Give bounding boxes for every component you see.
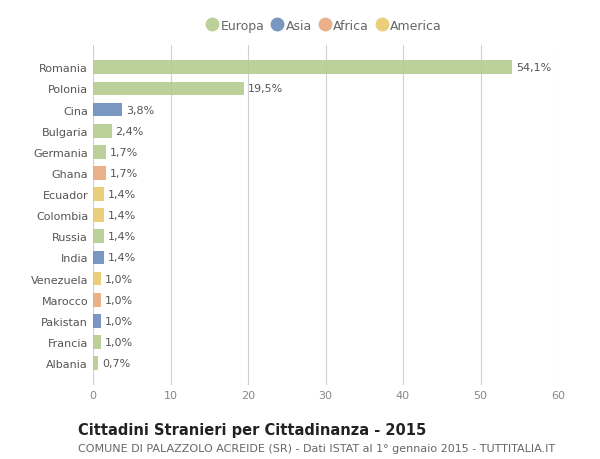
Text: 1,7%: 1,7% xyxy=(110,168,139,179)
Text: 1,0%: 1,0% xyxy=(104,295,133,305)
Bar xyxy=(93,188,104,202)
Bar xyxy=(93,336,101,349)
Text: Cittadini Stranieri per Cittadinanza - 2015: Cittadini Stranieri per Cittadinanza - 2… xyxy=(78,422,426,437)
Text: 1,4%: 1,4% xyxy=(108,232,136,242)
Bar xyxy=(93,230,104,244)
Bar xyxy=(93,146,106,159)
Text: 1,0%: 1,0% xyxy=(104,337,133,347)
Bar xyxy=(93,103,122,117)
Bar xyxy=(93,251,104,265)
Bar xyxy=(93,357,98,370)
Text: 1,4%: 1,4% xyxy=(108,190,136,200)
Text: 1,7%: 1,7% xyxy=(110,147,139,157)
Bar xyxy=(93,62,512,75)
Text: 1,4%: 1,4% xyxy=(108,253,136,263)
Bar xyxy=(93,209,104,223)
Bar xyxy=(93,167,106,180)
Text: 19,5%: 19,5% xyxy=(248,84,283,94)
Text: 1,0%: 1,0% xyxy=(104,316,133,326)
Bar xyxy=(93,272,101,286)
Text: COMUNE DI PALAZZOLO ACREIDE (SR) - Dati ISTAT al 1° gennaio 2015 - TUTTITALIA.IT: COMUNE DI PALAZZOLO ACREIDE (SR) - Dati … xyxy=(78,443,555,453)
Bar xyxy=(93,124,112,138)
Text: 0,7%: 0,7% xyxy=(102,358,131,368)
Text: 1,4%: 1,4% xyxy=(108,211,136,221)
Text: 3,8%: 3,8% xyxy=(127,106,155,115)
Legend: Europa, Asia, Africa, America: Europa, Asia, Africa, America xyxy=(204,15,447,38)
Text: 1,0%: 1,0% xyxy=(104,274,133,284)
Bar xyxy=(93,314,101,328)
Text: 2,4%: 2,4% xyxy=(115,126,144,136)
Text: 54,1%: 54,1% xyxy=(516,63,551,73)
Bar xyxy=(93,83,244,96)
Bar xyxy=(93,293,101,307)
